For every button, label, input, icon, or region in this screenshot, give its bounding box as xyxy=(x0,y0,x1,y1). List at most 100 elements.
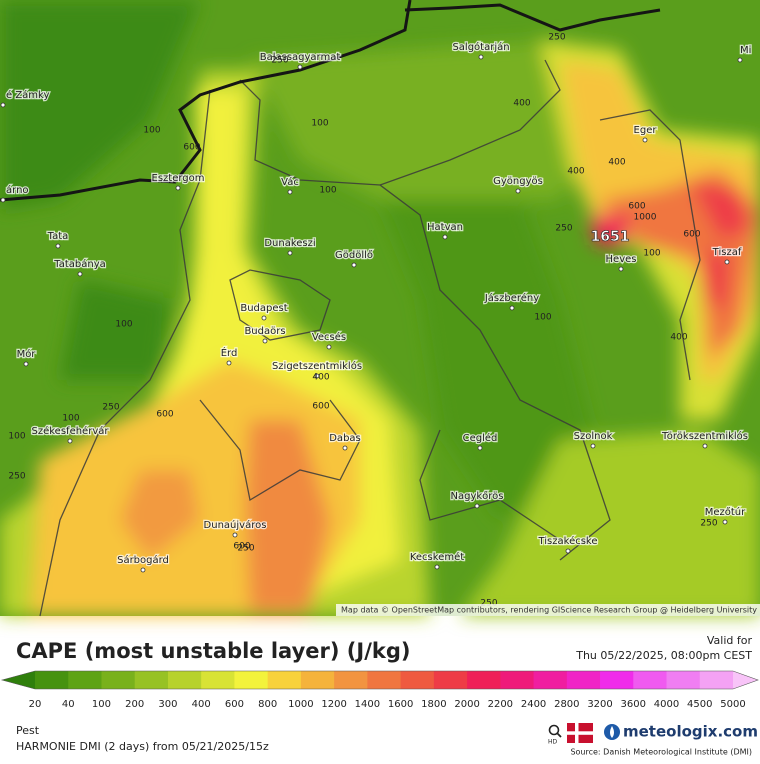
city-dot xyxy=(262,338,268,344)
city-label[interactable]: Szolnok xyxy=(572,430,613,444)
city-label[interactable]: Dunakeszi xyxy=(263,237,317,251)
city-label[interactable]: Dunaújváros xyxy=(202,518,267,533)
contour-label: 100 xyxy=(643,249,660,259)
colorbar-label: 1200 xyxy=(321,699,346,710)
city-label[interactable]: Esztergom xyxy=(150,172,206,186)
colorbar-segment xyxy=(234,671,269,689)
colorbar-label: 200 xyxy=(125,699,144,710)
city-label[interactable]: Törökszentmiklós xyxy=(660,429,750,444)
contour-label: 600 xyxy=(683,230,700,240)
contour-label: 250 xyxy=(102,403,119,413)
city-label[interactable]: Salgótarján xyxy=(451,40,511,55)
colorbar-label: 1600 xyxy=(388,699,413,710)
colorbar: 20 40 100 200 300 400 600 800 1000 1200 1400 1600 18… xyxy=(0,670,759,710)
city-dot xyxy=(434,564,440,570)
colorbar-label: 1400 xyxy=(355,699,380,710)
city-label[interactable]: Balassagyarmat xyxy=(258,51,341,65)
contour-label: 250 xyxy=(548,33,565,43)
contour-label: 100 xyxy=(319,186,336,196)
country-border xyxy=(404,3,661,32)
city-label[interactable]: é Zámky xyxy=(5,88,51,103)
city-label[interactable]: Gödöllő xyxy=(334,248,375,263)
city-label[interactable]: Budaörs xyxy=(243,325,287,339)
colorbar-segment xyxy=(334,671,368,689)
city-dot xyxy=(590,443,596,449)
city-label[interactable]: Kecskemét xyxy=(409,550,466,565)
contour-label: 250 xyxy=(237,544,254,554)
city-dot xyxy=(77,271,83,277)
city-label[interactable]: Sárbogárd xyxy=(116,553,170,568)
city-label[interactable]: Mór xyxy=(15,347,37,362)
city-label[interactable]: Tatabánya xyxy=(52,257,107,272)
colorbar-label: 3600 xyxy=(621,699,646,710)
city-label[interactable]: Budapest xyxy=(239,302,289,316)
contour-label: 250 xyxy=(555,224,572,234)
contour-label: 250 xyxy=(480,599,497,609)
colorbar-label: 4500 xyxy=(687,699,712,710)
city-label[interactable]: Dabas xyxy=(328,432,362,446)
colorbar-label: 40 xyxy=(62,699,75,710)
city-label[interactable]: Jászberény xyxy=(483,291,541,306)
colorbar-segment xyxy=(134,671,169,689)
colorbar-segment xyxy=(101,671,136,689)
map-labels: é Zámky árno Balassagyarmat Salgótarján Mi Eg… xyxy=(0,33,753,609)
city-label[interactable]: Tiszakécske xyxy=(536,534,599,549)
brand-logo-drop xyxy=(610,726,614,738)
colorbar-segment xyxy=(167,671,202,689)
contour-label: 250 xyxy=(8,472,25,482)
hd-label: HD xyxy=(548,739,558,746)
country-border xyxy=(0,0,412,202)
contour-label: 100 xyxy=(115,320,132,330)
colorbar-label: 100 xyxy=(92,699,111,710)
city-dot xyxy=(642,137,648,143)
contour-label: 250 xyxy=(271,56,288,66)
danish-flag[interactable] xyxy=(567,723,593,743)
city-label[interactable]: Mi xyxy=(739,44,753,58)
city-label[interactable]: Tiszaf xyxy=(710,246,743,260)
city-dot xyxy=(351,262,357,268)
admin-borders xyxy=(39,59,701,617)
city-dot xyxy=(618,266,624,272)
city-dot xyxy=(226,360,232,366)
city-label[interactable]: Vác xyxy=(280,175,300,190)
city-dot xyxy=(55,243,61,249)
city-dot xyxy=(478,54,484,60)
city-label[interactable]: Nagykőrös xyxy=(449,489,505,504)
city-label[interactable]: Vecsés xyxy=(311,330,348,345)
city-label[interactable]: Gyöngyös xyxy=(492,175,544,189)
colorbar-segment xyxy=(433,671,468,689)
search-icon[interactable] xyxy=(548,724,560,736)
colorbar-segment xyxy=(300,671,335,689)
colorbar-label: 1000 xyxy=(288,699,313,710)
colorbar-label: 1800 xyxy=(421,699,446,710)
colorbar-segment xyxy=(533,671,568,689)
city-label[interactable]: Heves xyxy=(604,253,637,267)
colorbar-segment xyxy=(633,671,668,689)
colorbar-segment xyxy=(600,671,634,689)
city-dot xyxy=(326,344,332,350)
city-label[interactable]: Eger xyxy=(632,124,658,138)
colorbar-label: 4000 xyxy=(654,699,679,710)
city-label[interactable]: Tata xyxy=(45,230,69,244)
colorbar-segment xyxy=(267,671,302,689)
colorbar-outline xyxy=(0,670,759,690)
city-label[interactable]: Hatvan xyxy=(426,221,464,235)
contour-label: 100 xyxy=(62,414,79,424)
city-label[interactable]: Székesfehérvár xyxy=(30,424,110,439)
city-dot xyxy=(140,567,146,573)
city-label[interactable]: Szigetszentmiklós xyxy=(271,359,364,374)
city-dot xyxy=(474,503,480,509)
contour-label: 600 xyxy=(156,410,173,420)
city-label[interactable]: Érd xyxy=(219,345,238,361)
city-dot xyxy=(287,250,293,256)
contour-label: 100 xyxy=(534,313,551,323)
city-dot xyxy=(565,548,571,554)
city-label[interactable]: Cegléd xyxy=(461,431,498,446)
max-value-label: 1651 xyxy=(591,229,630,245)
city-label[interactable]: árno xyxy=(5,183,30,198)
brand[interactable]: meteologix.com xyxy=(623,723,758,741)
city-label[interactable]: Mezőtúr xyxy=(703,505,747,520)
contour-label: 100 xyxy=(311,119,328,129)
